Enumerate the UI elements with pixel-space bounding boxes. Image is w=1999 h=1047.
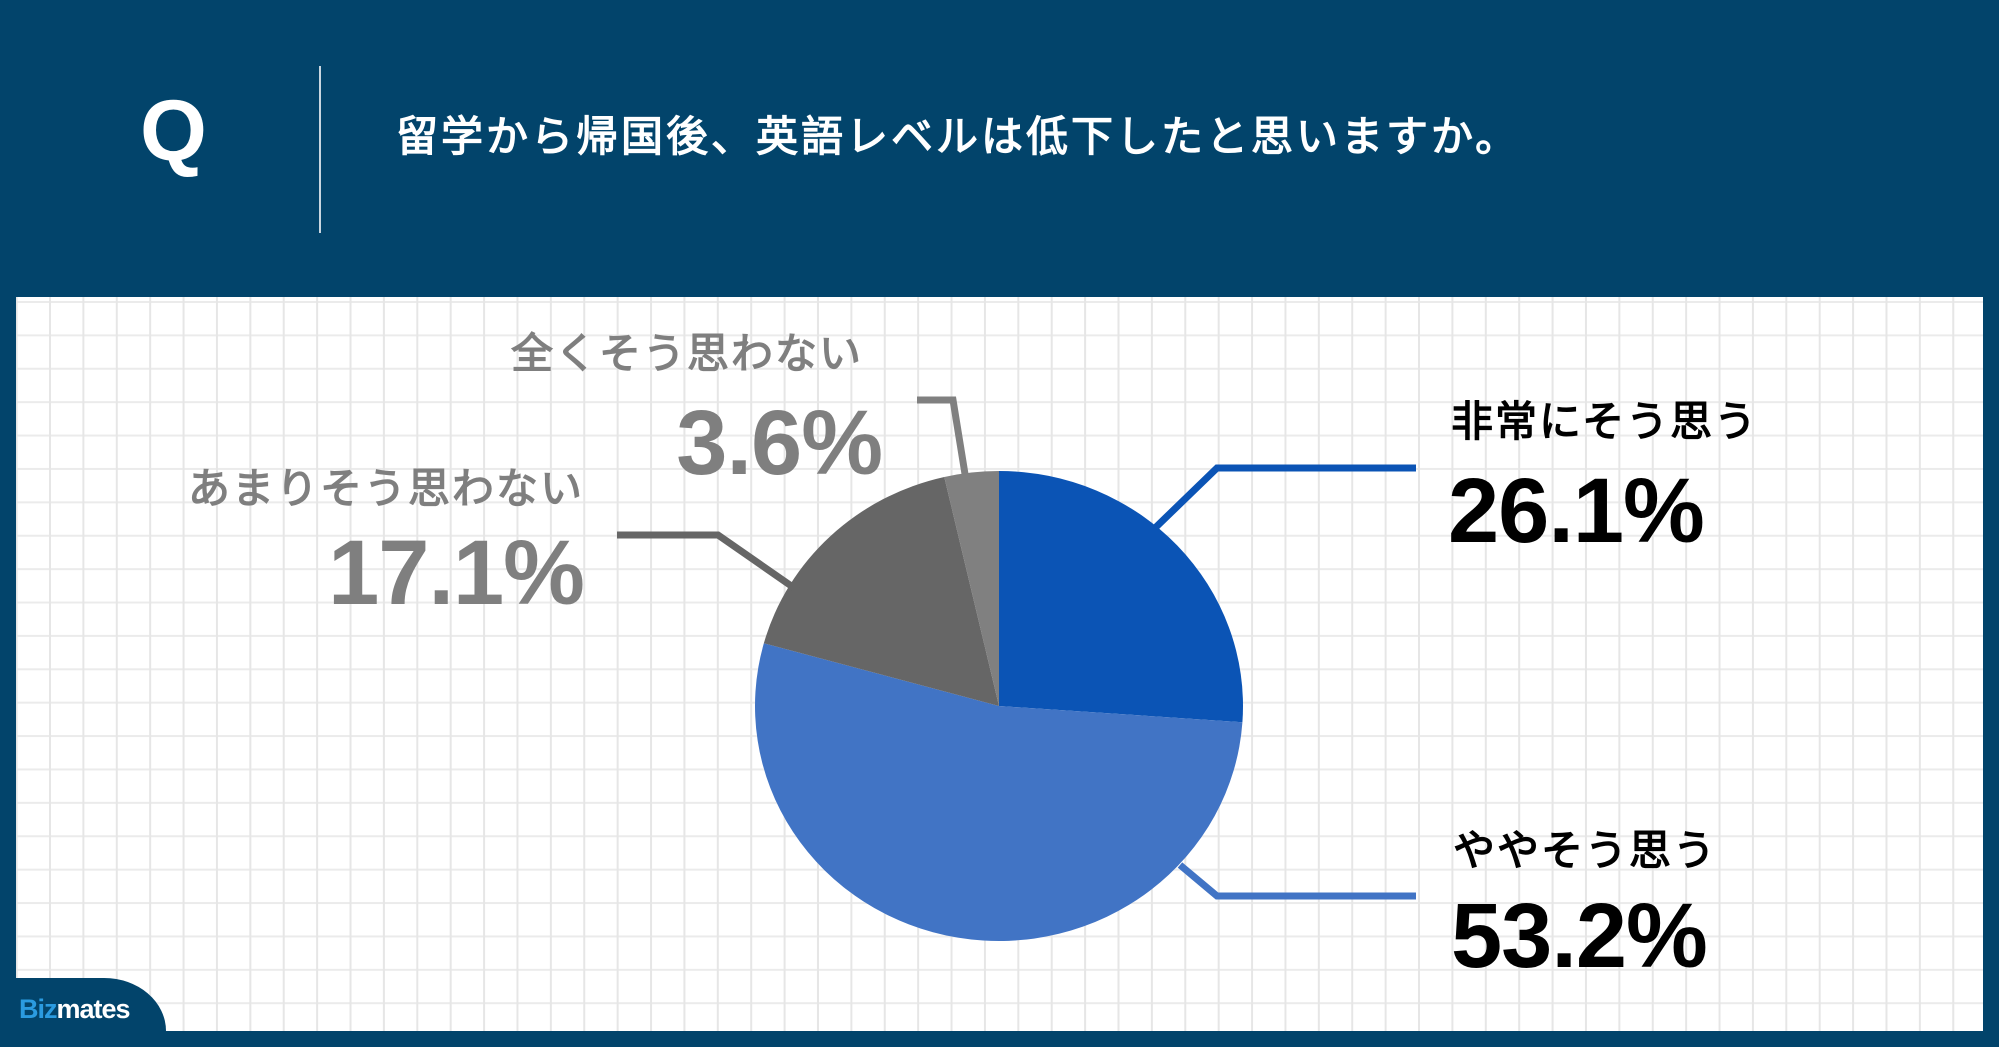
question-title: 留学から帰国後、英語レベルは低下したと思いますか。: [396, 112, 1521, 161]
chart-panel: 非常にそう思う 26.1% ややそう思う 53.2% あまりそう思わない 17.…: [16, 297, 1983, 1031]
label-value-not-much: 17.1%: [328, 522, 585, 624]
label-category-somewhat: ややそう思う: [1453, 826, 1718, 875]
leader-line-not-at-all: [917, 396, 969, 475]
leader-line-somewhat: [1177, 862, 1416, 900]
leader-line-very-much: [1152, 464, 1416, 531]
header-divider: [319, 66, 321, 233]
pie-chart: [617, 396, 1416, 941]
pie-slice-somewhat: [755, 643, 1243, 941]
label-category-not-at-all: 全くそう思わない: [511, 329, 864, 378]
label-value-somewhat: 53.2%: [1451, 885, 1708, 987]
label-category-very-much: 非常にそう思う: [1451, 397, 1759, 446]
leader-lines: [617, 396, 1416, 900]
label-value-very-much: 26.1%: [1448, 460, 1705, 562]
logo-biz: Biz: [19, 994, 57, 1024]
pie-slice-not-at-all: [944, 471, 999, 706]
pie-slices: [755, 471, 1243, 941]
label-value-not-at-all: 3.6%: [676, 392, 883, 494]
label-category-not-much: あまりそう思わない: [187, 464, 584, 513]
pie-slice-not-much: [763, 476, 999, 706]
pie-slice-very-much: [999, 471, 1243, 723]
question-mark-label: Q: [140, 83, 207, 179]
logo-mates: mates: [56, 994, 131, 1024]
header-banner: Q 留学から帰国後、英語レベルは低下したと思いますか。: [0, 0, 1999, 297]
bizmates-logo: Bizmates: [19, 994, 131, 1024]
leader-line-not-much: [617, 531, 802, 595]
